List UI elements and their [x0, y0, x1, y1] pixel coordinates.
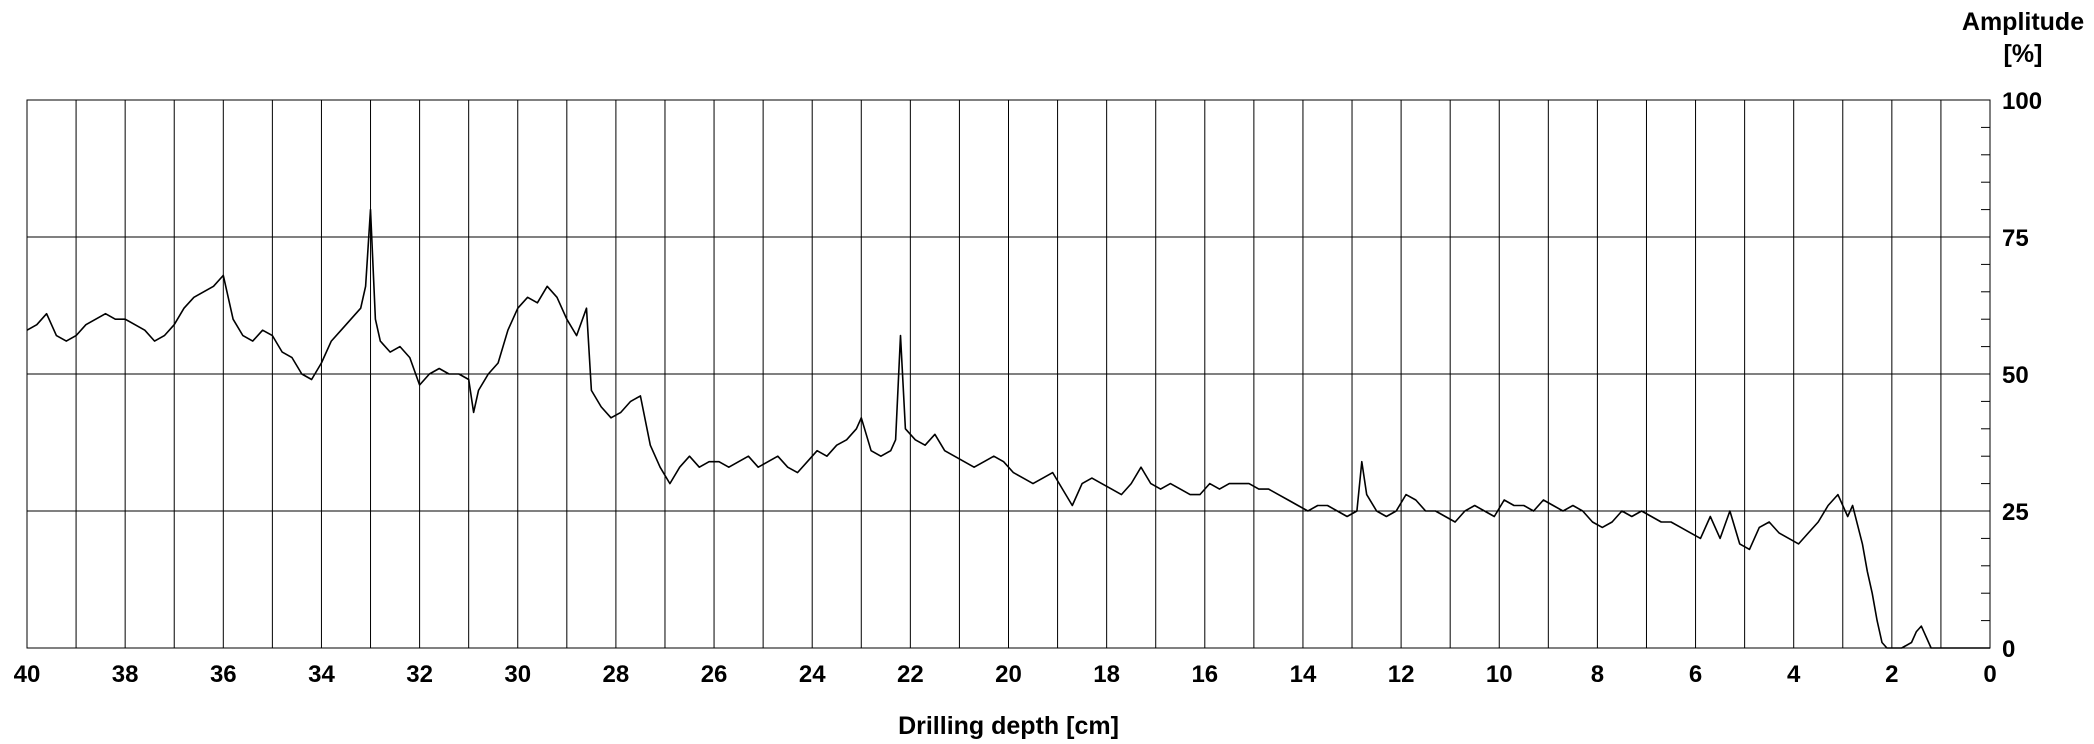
- x-tick-label: 26: [701, 661, 728, 688]
- y-tick-label: 50: [2002, 362, 2029, 389]
- x-tick-label: 38: [112, 661, 139, 688]
- y-minor-ticks: [1976, 99, 1990, 649]
- x-tick-label: 34: [308, 661, 335, 688]
- x-tick-label: 18: [1093, 661, 1120, 688]
- x-tick-label: 16: [1191, 661, 1218, 688]
- y-tick-label: 75: [2002, 225, 2029, 252]
- y-tick-label: 0: [2002, 636, 2015, 663]
- x-tick-label: 22: [897, 661, 924, 688]
- y-axis-title-line-1: Amplitude: [1962, 8, 2084, 36]
- amplitude-line: [26, 208, 1990, 649]
- grid: [26, 100, 1991, 648]
- x-tick-label: 12: [1388, 661, 1415, 688]
- x-tick-label: 28: [603, 661, 630, 688]
- x-tick-label: 32: [406, 661, 433, 688]
- x-tick-label: 0: [1983, 661, 1996, 688]
- x-tick-label: 2: [1885, 661, 1898, 688]
- x-tick-label: 4: [1787, 661, 1801, 688]
- x-tick-label: 20: [995, 661, 1022, 688]
- x-axis-title: Drilling depth [cm]: [898, 712, 1119, 740]
- x-tick-labels: 40 38 36 34 32 30 28 26 24 22 20 18 16 14 12 10 8 6 4 2 0: [14, 661, 1997, 688]
- y-tick-labels: 0 25 50 75 100: [2002, 88, 2042, 663]
- x-tick-label: 24: [799, 661, 826, 688]
- y-tick-label: 25: [2002, 499, 2029, 526]
- x-tick-label: 14: [1290, 661, 1317, 688]
- y-axis-title-line-2: [%]: [2004, 40, 2043, 68]
- x-tick-label: 40: [14, 661, 41, 688]
- x-tick-label: 6: [1689, 661, 1702, 688]
- x-tick-label: 30: [504, 661, 531, 688]
- y-tick-label: 100: [2002, 88, 2042, 115]
- x-tick-label: 36: [210, 661, 237, 688]
- x-tick-label: 8: [1591, 661, 1604, 688]
- x-tick-label: 10: [1486, 661, 1513, 688]
